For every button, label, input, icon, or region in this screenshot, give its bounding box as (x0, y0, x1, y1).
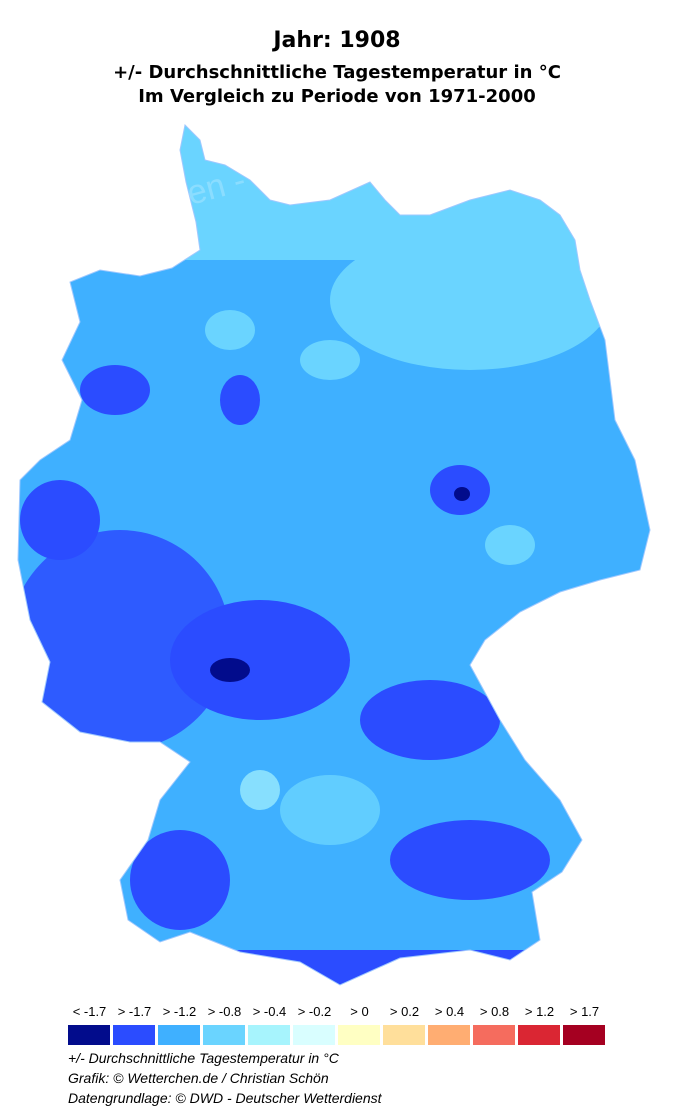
map-southwest-cold-area (130, 830, 230, 930)
period-subtitle: Im Vergleich zu Periode von 1971-2000 (138, 86, 536, 107)
footer-credit: Grafik: © Wetterchen.de / Christian Schö… (68, 1070, 329, 1086)
legend-swatch (473, 1025, 515, 1045)
germany-border (17, 123, 651, 986)
map-northwest-cold (80, 365, 150, 415)
map-light-spot (300, 340, 360, 380)
legend-swatch (203, 1025, 245, 1045)
map-light-spot (280, 775, 380, 845)
legend-label: > 0.4 (434, 1004, 465, 1019)
legend-label: > -1.7 (117, 1004, 152, 1019)
map-west-edge-cold (20, 480, 100, 560)
map-bavaria-cold-area (360, 680, 500, 760)
legend-swatch (428, 1025, 470, 1045)
legend-swatch (563, 1025, 605, 1045)
legend-label: > 0 (350, 1004, 369, 1019)
legend-swatch (293, 1025, 335, 1045)
map-north-light-area (18, 125, 650, 260)
map-east-coldest-spot (454, 487, 470, 501)
legend-swatch (68, 1025, 110, 1045)
legend-label: > 1.2 (524, 1004, 555, 1019)
legend-swatch (158, 1025, 200, 1045)
map-light-spot (485, 525, 535, 565)
legend-label: > 0.8 (479, 1004, 510, 1019)
map-south-cold-area (390, 820, 550, 900)
footer-unit-line: +/- Durchschnittliche Tagestemperatur in… (68, 1050, 339, 1066)
map-light-spot (205, 310, 255, 350)
legend-label: > -0.8 (207, 1004, 242, 1019)
map-northeast-light-area (330, 230, 610, 370)
legend-swatch (338, 1025, 380, 1045)
map-west-cold-area (18, 530, 230, 750)
legend-label: < -1.7 (72, 1004, 107, 1019)
legend-label: > 1.7 (569, 1004, 600, 1019)
germany-temperature-map: Wetterchen - Christian Schön (17, 110, 651, 986)
year-title: Jahr: 1908 (273, 28, 401, 53)
legend-swatch (383, 1025, 425, 1045)
map-coldest-spot (210, 658, 250, 682)
footer-source: Datengrundlage: © DWD - Deutscher Wetter… (68, 1090, 382, 1106)
map-north-cold-spot (220, 375, 260, 425)
map-light-spot (240, 770, 280, 810)
map-central-cold-area (170, 600, 350, 720)
subtitle: +/- Durchschnittliche Tagestemperatur in… (113, 62, 561, 83)
legend-label: > -0.4 (252, 1004, 287, 1019)
legend-label: > -1.2 (162, 1004, 197, 1019)
legend-label: > -0.2 (297, 1004, 332, 1019)
legend-swatch (518, 1025, 560, 1045)
legend-swatch (113, 1025, 155, 1045)
legend-swatch (248, 1025, 290, 1045)
map-alps-area (120, 950, 570, 985)
legend-label: > 0.2 (389, 1004, 420, 1019)
